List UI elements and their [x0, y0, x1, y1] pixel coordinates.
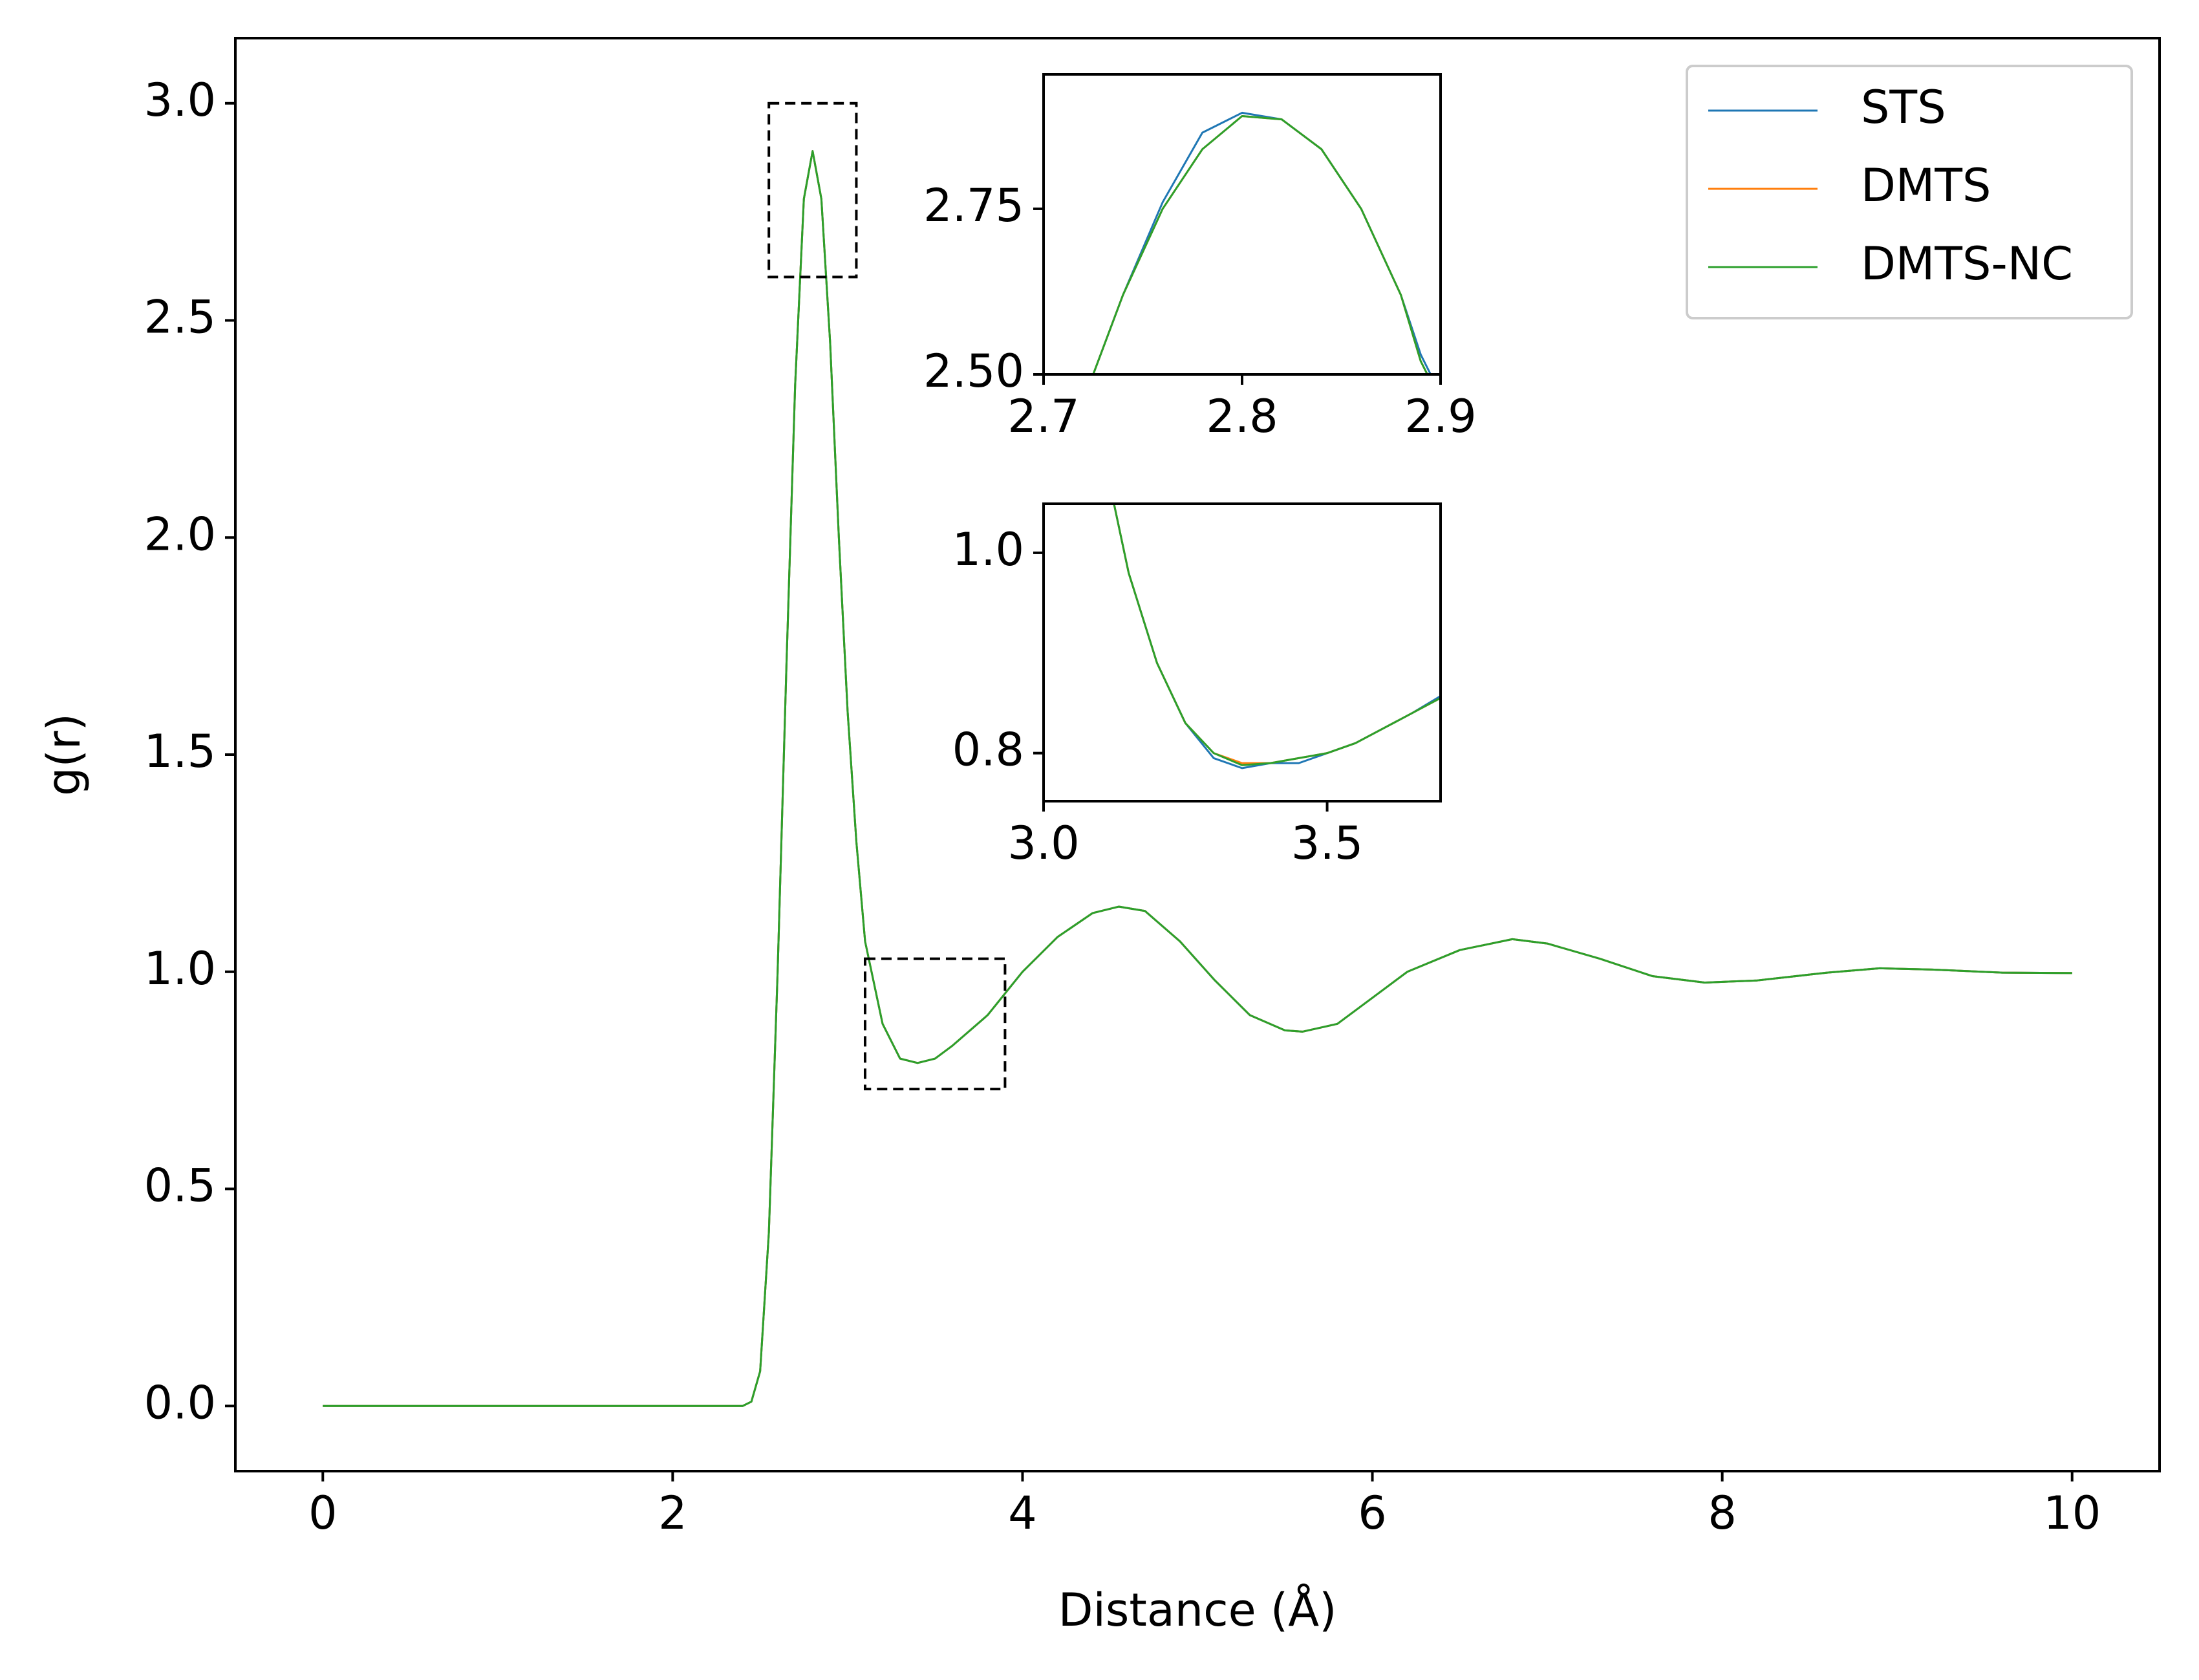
- x-tick-label: 0: [308, 1487, 338, 1540]
- plot-area: [1044, 504, 1441, 801]
- y-tick-label: 0.8: [952, 724, 1024, 777]
- y-tick-label: 0.5: [144, 1159, 216, 1212]
- series-line: [1092, 115, 1429, 374]
- legend-label: DMTS-NC: [1861, 237, 2073, 290]
- x-tick-label: 6: [1358, 1487, 1387, 1540]
- y-axis-label: g(r): [38, 713, 91, 796]
- x-tick-label: 2: [658, 1487, 687, 1540]
- x-tick-label: 3.0: [1007, 817, 1079, 870]
- plot-area: [1044, 74, 1441, 374]
- x-axis-label: Distance (Å): [1058, 1584, 1337, 1637]
- y-tick-label: 2.0: [144, 508, 216, 561]
- y-tick-label: 2.50: [923, 345, 1024, 398]
- lines: [1113, 504, 1441, 770]
- x-tick-label: 8: [1708, 1487, 1737, 1540]
- y-tick-label: 2.5: [144, 291, 216, 344]
- legend-label: DMTS: [1861, 159, 1991, 212]
- x-tick-label: 3.5: [1291, 817, 1363, 870]
- x-tick-label: 2.8: [1206, 390, 1278, 443]
- series-line: [1113, 504, 1441, 766]
- y-tick-label: 2.75: [923, 179, 1024, 232]
- y-tick-label: 0.0: [144, 1376, 216, 1429]
- legend-label: STS: [1861, 81, 1946, 134]
- axes-frame: [1042, 502, 1442, 802]
- lines: [323, 150, 2072, 1407]
- y-tick-label: 1.0: [952, 523, 1024, 576]
- zoom-box: [863, 957, 1007, 1091]
- x-tick-label: 2.9: [1404, 390, 1476, 443]
- lines: [1092, 111, 1432, 374]
- y-tick-label: 1.5: [144, 725, 216, 778]
- panel: 3.0 3.5 0.8 1.0: [952, 502, 1442, 870]
- y-tick-label: 3.0: [144, 74, 216, 127]
- y-tick-label: 1.0: [144, 942, 216, 995]
- x-tick-label: 2.7: [1007, 390, 1079, 443]
- legend-frame: [1686, 65, 2133, 319]
- legend: STS DMTS DMTS-NC: [1686, 65, 2133, 319]
- x-tick-label: 10: [2043, 1487, 2101, 1540]
- series-line: [323, 150, 2072, 1407]
- panel: 2.7 2.8 2.9 2.50 2.75: [923, 73, 1477, 443]
- x-tick-label: 4: [1008, 1487, 1037, 1540]
